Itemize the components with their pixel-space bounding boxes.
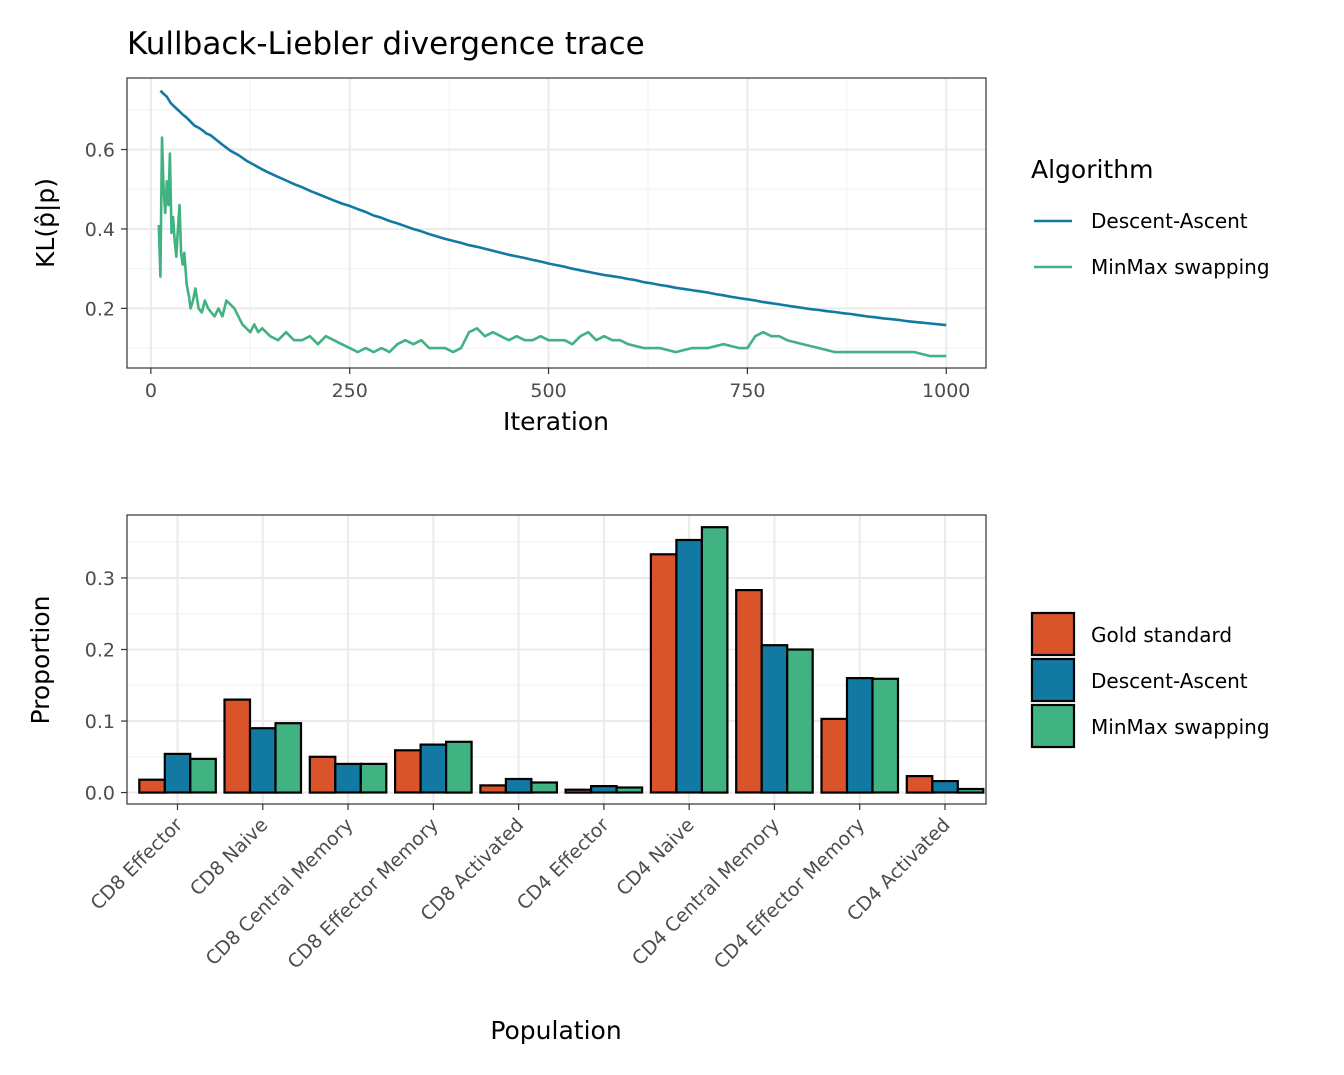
y-tick-label: 0.2 bbox=[85, 639, 115, 661]
y-tick-label: 0.0 bbox=[85, 783, 115, 805]
chart-title: Kullback-Liebler divergence trace bbox=[127, 26, 645, 62]
bar bbox=[189, 757, 217, 794]
y-tick-label: 0.3 bbox=[85, 568, 115, 590]
bar bbox=[820, 717, 849, 794]
x-tick-label: CD4 Effector bbox=[513, 814, 614, 915]
bar bbox=[564, 788, 593, 794]
line-chart-x-axis-title: Iteration bbox=[503, 407, 609, 436]
x-tick-label: CD8 Effector Memory bbox=[283, 814, 442, 973]
legend-label: Gold standard bbox=[1091, 623, 1232, 647]
x-tick-label: 0 bbox=[145, 380, 157, 402]
y-tick-label: 0.1 bbox=[85, 711, 115, 733]
line-chart-series bbox=[157, 89, 947, 358]
bar bbox=[334, 762, 362, 794]
x-tick-label: CD8 Central Memory bbox=[202, 814, 358, 970]
series-line-descent-ascent bbox=[159, 89, 947, 327]
x-tick-label: 750 bbox=[729, 380, 765, 402]
legend-label: MinMax swapping bbox=[1091, 715, 1270, 739]
x-tick-label: CD4 Central Memory bbox=[628, 814, 784, 970]
bar bbox=[445, 740, 473, 794]
legend-key-swatch bbox=[1030, 703, 1076, 749]
bar bbox=[871, 677, 900, 794]
bar bbox=[786, 648, 814, 794]
x-tick-label: CD4 Effector Memory bbox=[710, 814, 869, 973]
legend-key-swatch bbox=[1030, 657, 1076, 703]
y-tick-label: 0.4 bbox=[85, 219, 115, 241]
legend-label: Descent-Ascent bbox=[1091, 209, 1248, 233]
bar bbox=[504, 777, 533, 794]
bar bbox=[138, 778, 166, 794]
legend-title: Algorithm bbox=[1031, 155, 1153, 184]
legend-label: MinMax swapping bbox=[1091, 255, 1270, 279]
x-tick-label: 1000 bbox=[922, 380, 970, 402]
bar bbox=[905, 774, 934, 794]
algorithm-legend: Algorithm Descent-Ascent MinMax swapping bbox=[1031, 155, 1270, 279]
bar bbox=[248, 727, 277, 794]
bar bbox=[735, 588, 763, 794]
bar bbox=[589, 784, 618, 794]
line-chart-panel bbox=[126, 77, 987, 369]
bar bbox=[649, 553, 678, 794]
x-tick-label: CD8 Effector bbox=[87, 814, 188, 915]
bar bbox=[956, 787, 985, 794]
bar bbox=[760, 644, 789, 794]
line-chart-gridlines bbox=[127, 78, 986, 368]
x-tick-label: 250 bbox=[332, 380, 368, 402]
bar bbox=[394, 749, 422, 794]
bar-chart-y-axis-title: Proportion bbox=[26, 596, 55, 725]
bar bbox=[274, 722, 303, 794]
x-tick-label: CD4 Naive bbox=[612, 814, 698, 900]
fill-legend: Gold standard Descent-Ascent MinMax swappi… bbox=[1030, 611, 1270, 749]
legend-label: Descent-Ascent bbox=[1091, 669, 1248, 693]
y-tick-label: 0.6 bbox=[85, 140, 115, 162]
x-tick-label: CD8 Naive bbox=[186, 814, 272, 900]
bar bbox=[615, 786, 644, 794]
line-chart-y-axis-title: KL(p̂|p) bbox=[31, 178, 60, 268]
bar bbox=[931, 779, 959, 794]
bar bbox=[675, 538, 704, 794]
bar bbox=[479, 784, 507, 794]
series-line-minmax-swapping bbox=[157, 136, 947, 358]
bar bbox=[308, 755, 337, 794]
bar bbox=[359, 762, 388, 794]
bar bbox=[845, 676, 874, 794]
legend-key-swatch bbox=[1030, 611, 1076, 657]
x-tick-label: 500 bbox=[530, 380, 566, 402]
bar bbox=[223, 698, 252, 794]
y-tick-label: 0.2 bbox=[85, 298, 115, 320]
bar-chart-bars bbox=[138, 526, 985, 794]
line-chart-axes: 0 250 500 750 1000 0.2 0.4 0.6 bbox=[85, 140, 971, 402]
bar bbox=[163, 752, 192, 794]
bar bbox=[419, 743, 448, 794]
bar-chart-x-axis-title: Population bbox=[490, 1016, 621, 1045]
line-chart-background bbox=[127, 78, 986, 368]
bar bbox=[700, 526, 729, 794]
bar-chart-panel bbox=[126, 514, 987, 805]
bar bbox=[530, 781, 559, 794]
